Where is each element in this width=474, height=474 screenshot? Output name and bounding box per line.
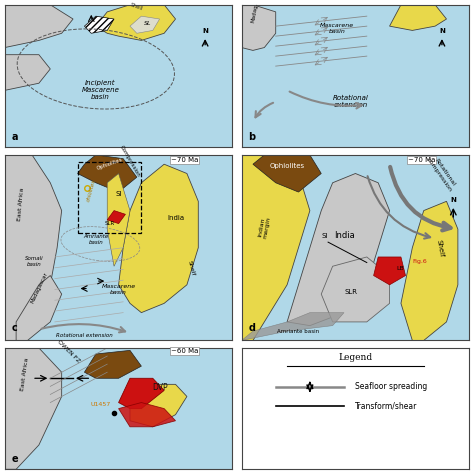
- Text: Legend: Legend: [338, 353, 373, 362]
- Text: e: e: [11, 455, 18, 465]
- Text: N: N: [439, 28, 445, 35]
- Text: OWEN FZ: OWEN FZ: [56, 339, 81, 364]
- Polygon shape: [107, 173, 130, 266]
- Text: East Africa: East Africa: [17, 187, 25, 221]
- Text: Rotational extension: Rotational extension: [56, 333, 113, 338]
- Text: Incipient
Mascarene
basin: Incipient Mascarene basin: [82, 80, 119, 100]
- Polygon shape: [253, 155, 321, 192]
- Polygon shape: [242, 155, 310, 340]
- Text: d: d: [248, 323, 255, 333]
- Text: Madag.: Madag.: [251, 2, 259, 23]
- Text: Amriante basin: Amriante basin: [277, 329, 319, 334]
- Text: SLR: SLR: [344, 289, 357, 295]
- Text: Somali
basin: Somali basin: [25, 256, 44, 267]
- Text: c: c: [11, 323, 18, 333]
- FancyArrowPatch shape: [290, 91, 362, 109]
- Polygon shape: [5, 155, 62, 340]
- Text: India: India: [167, 215, 184, 221]
- Polygon shape: [287, 173, 390, 326]
- Text: East Africa: East Africa: [20, 358, 30, 392]
- Text: N: N: [450, 197, 456, 203]
- Polygon shape: [107, 210, 126, 224]
- Text: Shelf: Shelf: [435, 239, 444, 258]
- Text: SI: SI: [115, 191, 122, 197]
- Text: India: India: [334, 231, 355, 240]
- Polygon shape: [118, 164, 198, 313]
- Text: ohiolites: ohiolites: [86, 179, 97, 202]
- FancyArrowPatch shape: [367, 176, 430, 238]
- Text: SLR: SLR: [104, 221, 115, 227]
- Polygon shape: [242, 5, 276, 50]
- Text: N: N: [202, 28, 208, 35]
- Text: Indian
margin: Indian margin: [257, 216, 272, 239]
- Polygon shape: [401, 201, 458, 340]
- FancyArrowPatch shape: [390, 167, 451, 230]
- Polygon shape: [242, 313, 344, 340]
- Text: Shell: Shell: [130, 2, 144, 11]
- Text: U1457: U1457: [90, 402, 110, 407]
- Text: ~70 Ma: ~70 Ma: [408, 157, 435, 164]
- Text: ~70 Ma: ~70 Ma: [171, 157, 198, 164]
- Text: Transform/shear: Transform/shear: [356, 401, 418, 410]
- Text: Rotational
compression: Rotational compression: [426, 154, 458, 193]
- Text: SL: SL: [145, 21, 152, 26]
- Bar: [78, 163, 141, 233]
- Text: Seafloor spreading: Seafloor spreading: [356, 382, 428, 391]
- Polygon shape: [130, 16, 160, 33]
- Polygon shape: [96, 5, 175, 40]
- Polygon shape: [321, 257, 390, 322]
- Text: Fig.6: Fig.6: [412, 258, 427, 264]
- Polygon shape: [84, 350, 141, 378]
- Polygon shape: [374, 257, 405, 285]
- Polygon shape: [84, 16, 114, 33]
- Polygon shape: [78, 155, 137, 192]
- Text: ~60 Ma: ~60 Ma: [171, 348, 198, 354]
- Text: Amriante
basin: Amriante basin: [83, 234, 109, 245]
- Text: DVP: DVP: [152, 383, 167, 392]
- Polygon shape: [118, 378, 164, 409]
- Polygon shape: [130, 384, 187, 427]
- Text: SI: SI: [321, 233, 328, 239]
- FancyArrowPatch shape: [42, 324, 125, 332]
- Text: Mascarene
basin: Mascarene basin: [101, 284, 136, 295]
- Text: Rotational
extension: Rotational extension: [333, 95, 369, 109]
- Text: Ophiolites: Ophiolites: [270, 163, 305, 169]
- Polygon shape: [5, 348, 62, 469]
- Polygon shape: [5, 5, 73, 47]
- Text: Compression: Compression: [119, 145, 141, 178]
- FancyArrowPatch shape: [255, 103, 273, 118]
- Text: Madagascar: Madagascar: [29, 272, 48, 304]
- Polygon shape: [390, 5, 447, 30]
- Text: Mascarene
basin: Mascarene basin: [320, 24, 354, 34]
- Polygon shape: [16, 275, 62, 340]
- Polygon shape: [5, 55, 50, 91]
- Text: b: b: [248, 132, 255, 142]
- Text: Ophiolites: Ophiolites: [96, 157, 123, 171]
- Polygon shape: [118, 402, 175, 427]
- Text: LB: LB: [396, 266, 404, 271]
- Text: a: a: [11, 132, 18, 142]
- Text: Shelf: Shelf: [187, 260, 196, 276]
